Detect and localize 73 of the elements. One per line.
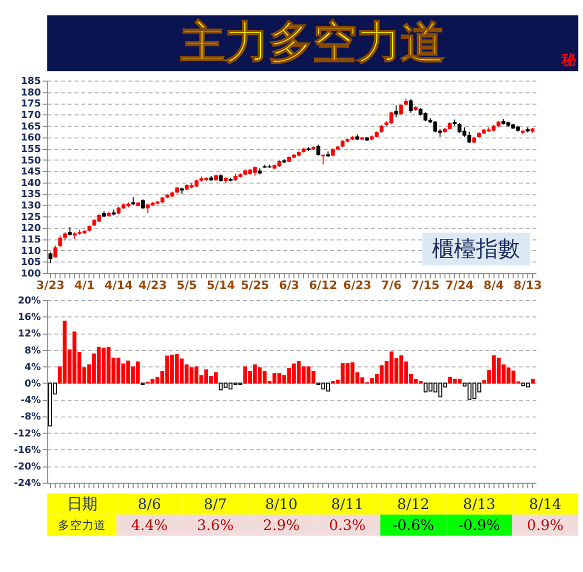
bar <box>531 378 535 384</box>
text: 日期 <box>66 494 97 513</box>
x-tick-label: 3/23 <box>36 278 65 292</box>
y-tick-label: 185 <box>20 76 42 88</box>
x-tick-label: 5/25 <box>240 278 270 292</box>
y-tick-label: 165 <box>20 121 42 132</box>
x-tick-label: 6/23 <box>343 278 372 292</box>
category-label: 8/12 <box>397 496 430 513</box>
data-label: 0.9% <box>526 518 564 534</box>
y-tick-label: 105 <box>20 257 42 268</box>
y-tick-label: 125 <box>20 212 42 223</box>
x-tick-label: 4/14 <box>104 278 133 292</box>
annotation: 櫃檯指數 <box>432 236 520 262</box>
candlestick <box>316 144 320 156</box>
x-tick-label: 6/12 <box>309 278 338 292</box>
data-label: 0.3% <box>328 518 366 534</box>
y-tick-label: 20% <box>18 295 42 306</box>
text: 多空力道 <box>58 518 106 532</box>
x-tick-label: 4/1 <box>74 278 95 292</box>
candlestick <box>321 154 326 165</box>
x-tick-label: 6/3 <box>278 278 300 292</box>
y-tick-label: 4% <box>24 362 42 373</box>
y-tick-label: -16% <box>14 444 42 456</box>
y-tick-label: -24% <box>14 478 42 490</box>
x-tick-label: 8/13 <box>514 278 542 292</box>
y-tick-label: 155 <box>20 144 42 155</box>
y-tick-label: 0% <box>24 378 42 390</box>
candlestick <box>408 98 413 114</box>
candlestick <box>394 104 398 118</box>
y-tick-label: 12% <box>18 328 42 340</box>
data-label: -0.6% <box>392 518 434 534</box>
data-label: 4.4% <box>131 518 168 534</box>
candlestick <box>48 252 52 264</box>
y-tick-label: 16% <box>18 312 42 324</box>
x-tick-label: 4/23 <box>138 278 167 292</box>
category-label: 8/14 <box>529 496 562 513</box>
y-tick-label: 115 <box>20 234 42 246</box>
x-tick-label: 7/6 <box>381 278 402 292</box>
text: 秘 <box>560 52 577 68</box>
candlestick <box>141 198 145 210</box>
y-tick-label: 120 <box>20 223 42 234</box>
y-tick-label: 180 <box>20 87 42 98</box>
x-tick-label: 7/15 <box>411 278 440 292</box>
y-tick-label: 160 <box>20 132 42 144</box>
y-tick-label: 100 <box>20 268 42 280</box>
y-tick-label: -4% <box>20 395 42 406</box>
category-label: 8/6 <box>138 496 161 513</box>
candlestick <box>399 104 403 116</box>
data-label: -0.9% <box>458 518 500 534</box>
y-tick-label: 170 <box>20 110 42 122</box>
candlestick <box>58 235 62 248</box>
data-label: 2.9% <box>263 518 300 534</box>
x-tick-label: 7/24 <box>445 278 474 292</box>
category-label: 8/7 <box>204 496 227 513</box>
category-label: 8/10 <box>265 496 298 513</box>
y-tick-label: 175 <box>20 98 42 110</box>
y-tick-label: 150 <box>20 155 42 166</box>
y-tick-label: -20% <box>14 462 42 473</box>
x-tick-label: 5/5 <box>176 278 197 292</box>
x-tick-label: 5/14 <box>206 278 236 292</box>
y-tick-label: 140 <box>20 178 42 189</box>
y-tick-label: -8% <box>20 412 42 423</box>
category-label: 8/11 <box>331 496 364 513</box>
x-tick-label: 8/4 <box>483 278 504 292</box>
y-tick-label: 145 <box>20 166 42 178</box>
chart-title: 主力多空力道 <box>180 18 445 69</box>
y-tick-label: 110 <box>20 246 42 257</box>
y-tick-label: -12% <box>14 428 42 440</box>
y-tick-label: 135 <box>20 189 42 200</box>
y-tick-label: 8% <box>24 345 42 356</box>
category-label: 8/13 <box>463 496 496 513</box>
y-tick-label: 130 <box>20 200 42 212</box>
data-label: 3.6% <box>197 518 234 534</box>
